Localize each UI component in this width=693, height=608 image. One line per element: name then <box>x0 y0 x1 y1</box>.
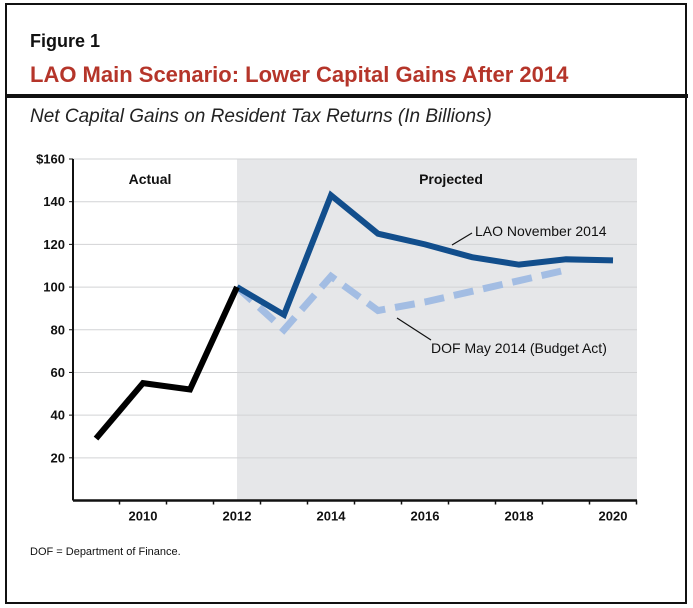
y-tick-label: 140 <box>43 194 65 209</box>
y-tick-label: 60 <box>51 365 65 380</box>
figure-title: LAO Main Scenario: Lower Capital Gains A… <box>30 62 569 87</box>
chart-subtitle: Net Capital Gains on Resident Tax Return… <box>30 106 492 127</box>
title-rule <box>5 94 688 98</box>
x-tick-label: 2018 <box>505 509 534 524</box>
y-tick-label: 120 <box>43 237 65 252</box>
figure-frame <box>5 3 687 604</box>
series-label-dof: DOF May 2014 (Budget Act) <box>431 340 607 356</box>
x-tick-label: 2010 <box>129 509 158 524</box>
y-tick-label: $160 <box>36 152 65 167</box>
lao-leader-line <box>451 232 473 246</box>
series-actual-line <box>93 285 240 441</box>
footnote: DOF = Department of Finance. <box>30 546 181 558</box>
y-tick-label: 80 <box>51 322 65 337</box>
region-label-projected: Projected <box>419 171 483 187</box>
region-label-actual: Actual <box>129 171 172 187</box>
series-lao-line <box>235 190 614 320</box>
y-tick-label: 40 <box>51 408 65 423</box>
figure-label: Figure 1 <box>30 31 101 51</box>
dof-leader-line <box>396 317 432 341</box>
y-tick-label: 100 <box>43 280 65 295</box>
y-tick-label: 20 <box>51 450 65 465</box>
x-tick-label: 2012 <box>223 509 252 524</box>
x-tick-label: 2020 <box>599 509 628 524</box>
x-tick-label: 2014 <box>317 509 347 524</box>
x-tick-label: 2016 <box>411 509 440 524</box>
series-label-lao: LAO November 2014 <box>475 223 607 239</box>
series-dof-line <box>234 266 567 335</box>
